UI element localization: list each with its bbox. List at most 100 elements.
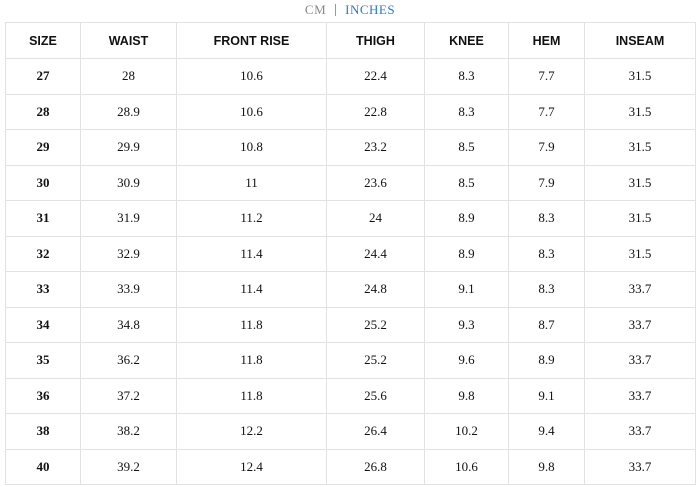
measure-cell: 8.5 [424, 164, 509, 201]
measure-cell: 12.4 [176, 448, 327, 485]
measure-cell: 37.2 [80, 377, 177, 414]
table-row: 29 29.9 10.8 23.2 8.5 7.9 31.5 [5, 129, 696, 166]
measure-cell: 11.8 [176, 306, 327, 343]
measure-cell: 26.8 [326, 448, 425, 485]
table-row: 27 28 10.6 22.4 8.3 7.7 31.5 [5, 58, 696, 95]
column-header: INSEAM [584, 22, 696, 59]
measure-cell: 11.8 [176, 377, 327, 414]
measure-cell: 8.3 [508, 271, 585, 308]
measure-cell: 10.6 [424, 448, 509, 485]
measure-cell: 8.9 [508, 342, 585, 379]
measure-cell: 29.9 [80, 129, 177, 166]
table-body: 27 28 10.6 22.4 8.3 7.7 31.5 28 28.9 10.6 22.8 8.3 7… [5, 58, 696, 485]
measure-cell: 8.9 [424, 200, 509, 237]
measure-cell: 31.5 [584, 164, 696, 201]
table-row: 35 36.2 11.8 25.2 9.6 8.9 33.7 [5, 342, 696, 379]
table-row: 34 34.8 11.8 25.2 9.3 8.7 33.7 [5, 306, 696, 343]
measure-cell: 10.6 [176, 58, 327, 95]
measure-cell: 39.2 [80, 448, 177, 485]
measure-cell: 25.2 [326, 342, 425, 379]
size-cell: 40 [5, 448, 81, 485]
measure-cell: 9.6 [424, 342, 509, 379]
measure-cell: 9.3 [424, 306, 509, 343]
table-row: 30 30.9 11 23.6 8.5 7.9 31.5 [5, 164, 696, 201]
measure-cell: 9.1 [424, 271, 509, 308]
measure-cell: 25.2 [326, 306, 425, 343]
measure-cell: 33.7 [584, 271, 696, 308]
table-row: 36 37.2 11.8 25.6 9.8 9.1 33.7 [5, 377, 696, 414]
size-cell: 35 [5, 342, 81, 379]
measure-cell: 33.7 [584, 342, 696, 379]
unit-toggle: CM INCHES [0, 0, 700, 20]
measure-cell: 24.4 [326, 235, 425, 272]
size-cell: 28 [5, 93, 81, 130]
measure-cell: 10.8 [176, 129, 327, 166]
measure-cell: 9.1 [508, 377, 585, 414]
measure-cell: 11.2 [176, 200, 327, 237]
measure-cell: 28.9 [80, 93, 177, 130]
measure-cell: 28 [80, 58, 177, 95]
size-cell: 29 [5, 129, 81, 166]
table-row: 31 31.9 11.2 24 8.9 8.3 31.5 [5, 200, 696, 237]
measure-cell: 31.5 [584, 129, 696, 166]
table-row: 40 39.2 12.4 26.8 10.6 9.8 33.7 [5, 448, 696, 485]
measure-cell: 33.7 [584, 377, 696, 414]
measure-cell: 9.4 [508, 413, 585, 450]
size-cell: 32 [5, 235, 81, 272]
table-row: 32 32.9 11.4 24.4 8.9 8.3 31.5 [5, 235, 696, 272]
measure-cell: 9.8 [508, 448, 585, 485]
measure-cell: 11 [176, 164, 327, 201]
measure-cell: 12.2 [176, 413, 327, 450]
measure-cell: 33.9 [80, 271, 177, 308]
measure-cell: 7.9 [508, 129, 585, 166]
measure-cell: 10.2 [424, 413, 509, 450]
measure-cell: 31.5 [584, 235, 696, 272]
measure-cell: 9.8 [424, 377, 509, 414]
column-header: THIGH [326, 22, 425, 59]
size-cell: 27 [5, 58, 81, 95]
measure-cell: 32.9 [80, 235, 177, 272]
unit-option[interactable]: INCHES [345, 2, 396, 17]
size-cell: 31 [5, 200, 81, 237]
measure-cell: 26.4 [326, 413, 425, 450]
measure-cell: 33.7 [584, 413, 696, 450]
table-row: 38 38.2 12.2 26.4 10.2 9.4 33.7 [5, 413, 696, 450]
measure-cell: 10.6 [176, 93, 327, 130]
table-row: 33 33.9 11.4 24.8 9.1 8.3 33.7 [5, 271, 696, 308]
measure-cell: 11.4 [176, 235, 327, 272]
measure-cell: 24 [326, 200, 425, 237]
measure-cell: 31.9 [80, 200, 177, 237]
measure-cell: 11.4 [176, 271, 327, 308]
measure-cell: 36.2 [80, 342, 177, 379]
measure-cell: 33.7 [584, 448, 696, 485]
column-header: KNEE [424, 22, 509, 59]
measure-cell: 22.8 [326, 93, 425, 130]
measure-cell: 7.9 [508, 164, 585, 201]
column-header: HEM [508, 22, 585, 59]
measure-cell: 31.5 [584, 58, 696, 95]
column-header: WAIST [80, 22, 177, 59]
measure-cell: 30.9 [80, 164, 177, 201]
measure-cell: 22.4 [326, 58, 425, 95]
measure-cell: 24.8 [326, 271, 425, 308]
measure-cell: 31.5 [584, 93, 696, 130]
size-cell: 36 [5, 377, 81, 414]
measure-cell: 23.6 [326, 164, 425, 201]
measure-cell: 8.3 [508, 235, 585, 272]
column-header: FRONT RISE [176, 22, 327, 59]
measure-cell: 33.7 [584, 306, 696, 343]
column-header: SIZE [5, 22, 81, 59]
size-cell: 38 [5, 413, 81, 450]
unit-option[interactable]: CM [304, 2, 327, 17]
measure-cell: 8.9 [424, 235, 509, 272]
table-row: 28 28.9 10.6 22.8 8.3 7.7 31.5 [5, 93, 696, 130]
measure-cell: 11.8 [176, 342, 327, 379]
size-table: SIZE WAIST FRONT RISE THIGH KNEE HEM INSEAM 27… [5, 22, 696, 485]
measure-cell: 8.3 [424, 93, 509, 130]
measure-cell: 25.6 [326, 377, 425, 414]
measure-cell: 34.8 [80, 306, 177, 343]
size-cell: 30 [5, 164, 81, 201]
measure-cell: 8.7 [508, 306, 585, 343]
measure-cell: 38.2 [80, 413, 177, 450]
